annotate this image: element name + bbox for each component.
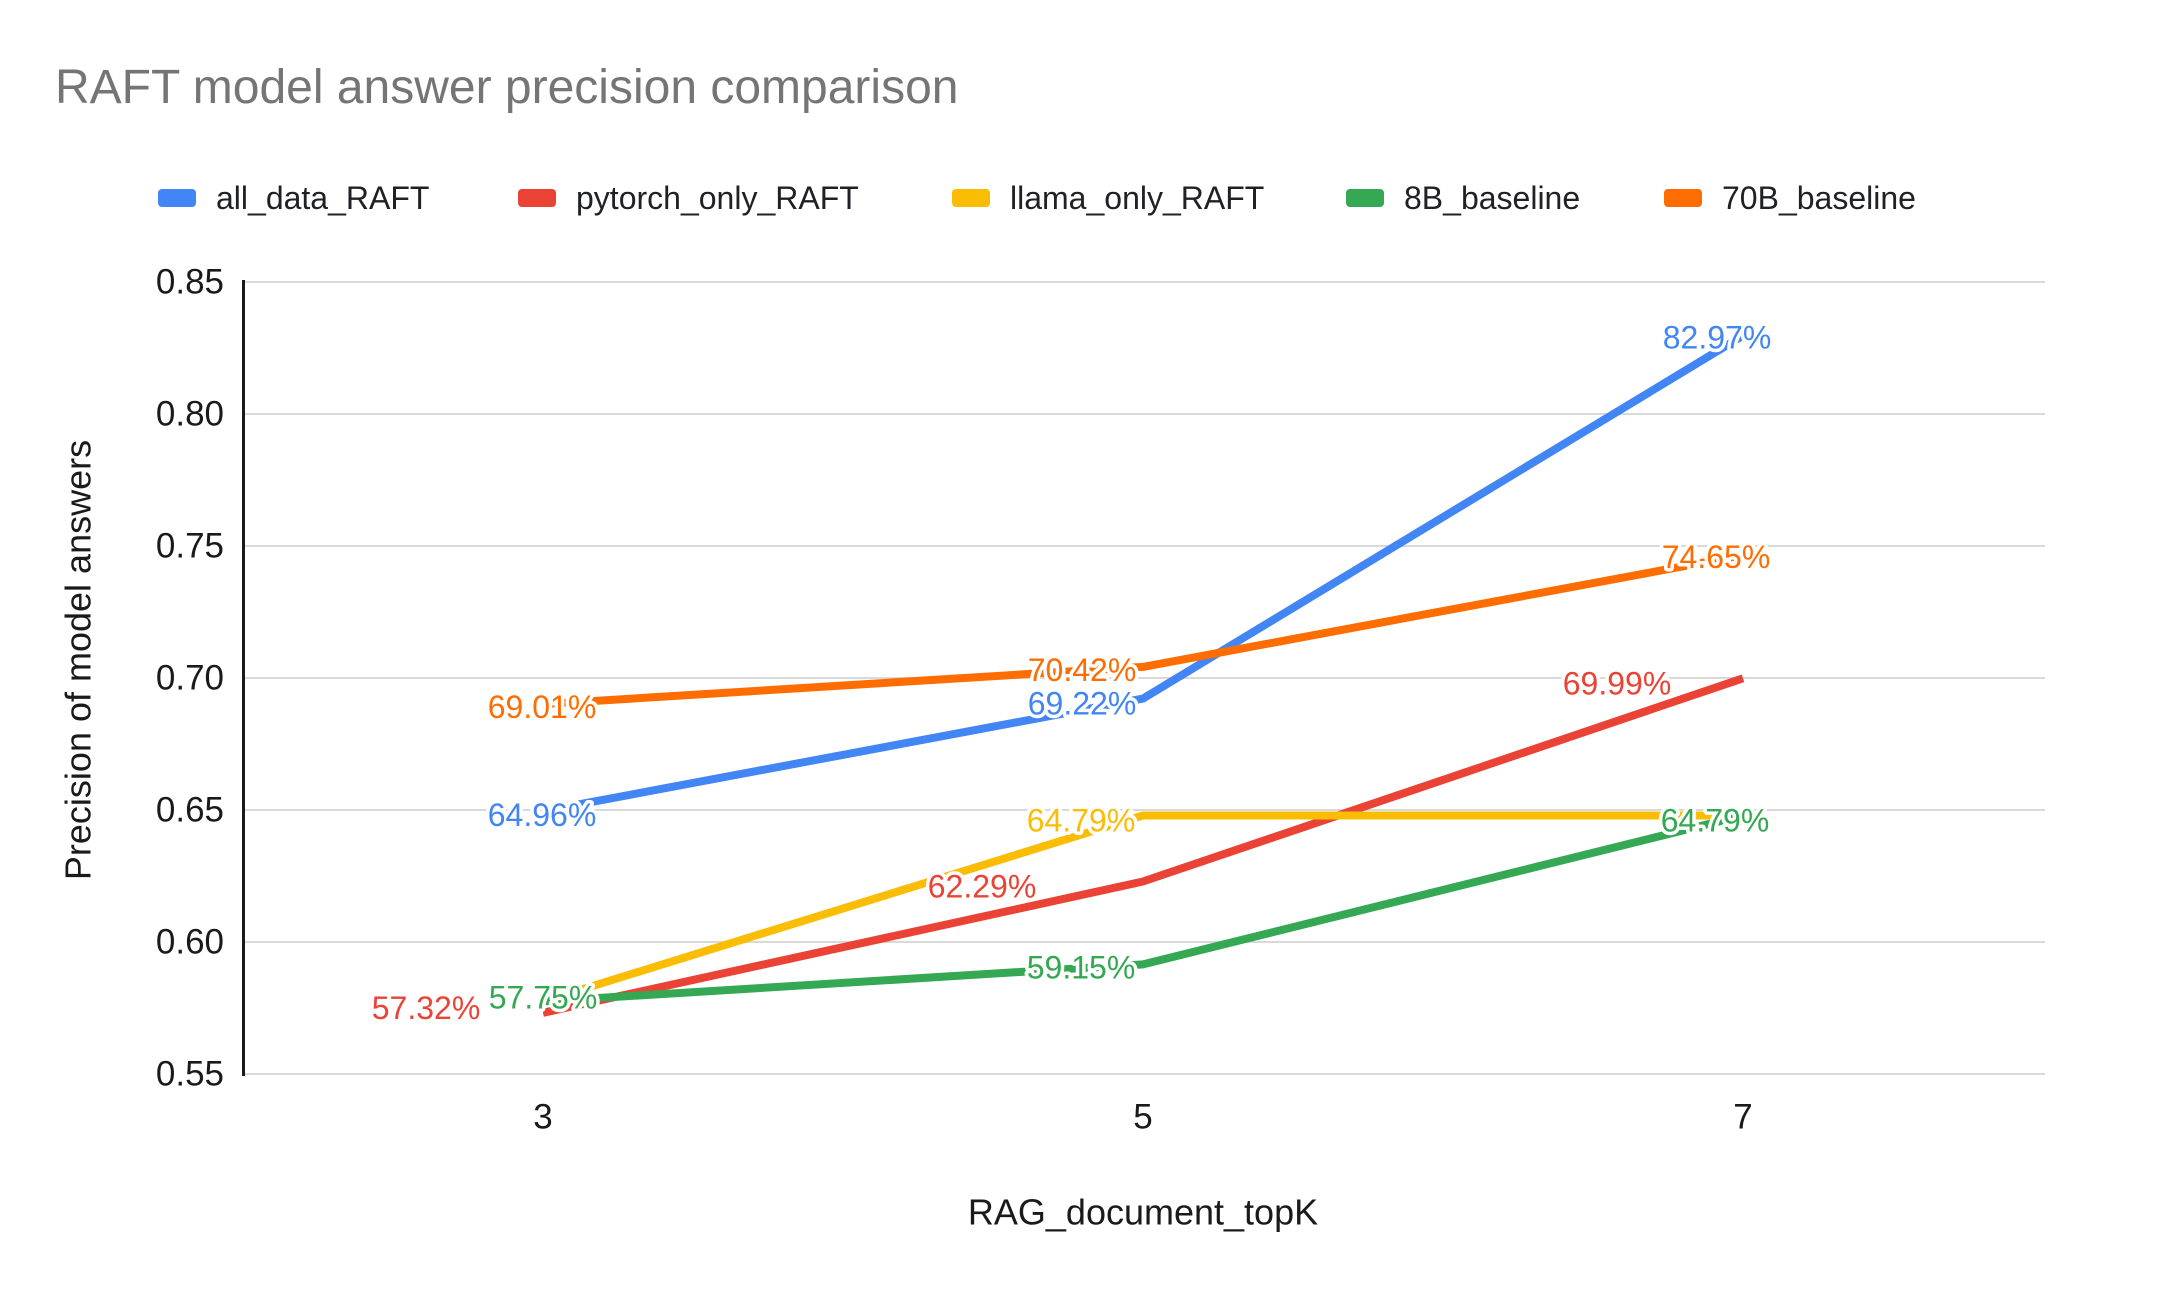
legend-swatch-8B_baseline: [1346, 189, 1384, 207]
series-line-8B_baseline: [542, 811, 1744, 1006]
legend-item-pytorch_only_RAFT: pytorch_only_RAFT: [518, 180, 859, 216]
point-label-70B_baseline-3: 69.01%: [488, 689, 597, 725]
point-label-all_data_RAFT-5: 69.22%: [1028, 686, 1137, 722]
point-label-pytorch_only_RAFT-7: 69.99%: [1563, 665, 1672, 701]
point-label-pytorch_only_RAFT-3: 57.32%: [372, 990, 481, 1026]
y-tick-label-0.55: 0.55: [156, 1055, 224, 1094]
gridlines: [243, 281, 2045, 1075]
point-label-8B_baseline-7: 64.79%: [1661, 803, 1770, 839]
legend-label: llama_only_RAFT: [1010, 179, 1265, 216]
legend-swatch-llama_only_RAFT: [952, 189, 990, 207]
legend-label: 70B_baseline: [1722, 179, 1916, 216]
point-label-llama_only_RAFT-5: 64.79%: [1027, 803, 1136, 839]
series-line-all_data_RAFT: [542, 332, 1746, 816]
legend-item-all_data_RAFT: all_data_RAFT: [158, 180, 429, 216]
y-axis-title: Precision of model answers: [58, 440, 99, 880]
point-label-all_data_RAFT-7: 82.97%: [1663, 320, 1772, 356]
y-tick-label-0.65: 0.65: [156, 791, 224, 830]
legend-label: pytorch_only_RAFT: [576, 179, 859, 216]
point-label-pytorch_only_RAFT-5: 62.29%: [928, 869, 1037, 905]
point-label-70B_baseline-5: 70.42%: [1028, 652, 1137, 688]
legend-label: all_data_RAFT: [216, 179, 430, 216]
y-tick-label-0.80: 0.80: [156, 395, 224, 434]
series-line-70B_baseline: [542, 551, 1744, 709]
chart-title: RAFT model answer precision comparison: [55, 61, 959, 114]
y-tick-label-0.75: 0.75: [156, 527, 224, 566]
point-label-8B_baseline-5: 59.15%: [1027, 949, 1136, 985]
point-label-8B_baseline-3: 57.75%: [489, 979, 598, 1015]
x-tick-label-7: 7: [1733, 1098, 1752, 1137]
x-tick-label-5: 5: [1133, 1098, 1152, 1137]
y-axis-tick-labels: 0.55 0.60 0.65 0.70 0.75 0.80 0.85: [156, 263, 224, 1094]
legend-swatch-pytorch_only_RAFT: [518, 189, 556, 207]
legend-item-8B_baseline: 8B_baseline: [1346, 180, 1580, 216]
legend-swatch-all_data_RAFT: [158, 189, 196, 207]
y-tick-label-0.60: 0.60: [156, 923, 224, 962]
legend-item-70B_baseline: 70B_baseline: [1664, 180, 1916, 216]
series-line-llama_only_RAFT: [541, 811, 1743, 1006]
x-axis-title: RAG_document_topK: [968, 1192, 1318, 1233]
x-axis-tick-labels: 3 5 7: [533, 1098, 1752, 1137]
y-tick-label-0.85: 0.85: [156, 263, 224, 302]
legend-item-llama_only_RAFT: llama_only_RAFT: [952, 180, 1264, 216]
series-line-pytorch_only_RAFT: [542, 674, 1745, 1017]
x-tick-label-3: 3: [533, 1098, 552, 1137]
y-tick-label-0.70: 0.70: [156, 659, 224, 698]
point-label-70B_baseline-7: 74.65%: [1662, 539, 1771, 575]
legend-label: 8B_baseline: [1404, 179, 1581, 216]
series-lines: [541, 332, 1746, 1017]
point-label-all_data_RAFT-3: 64.96%: [488, 797, 597, 833]
legend-swatch-70B_baseline: [1664, 189, 1702, 207]
data-point-labels: 64.96% 69.22% 82.97% 57.32% 62.29% 69.99% 64.7…: [368, 316, 1775, 1029]
